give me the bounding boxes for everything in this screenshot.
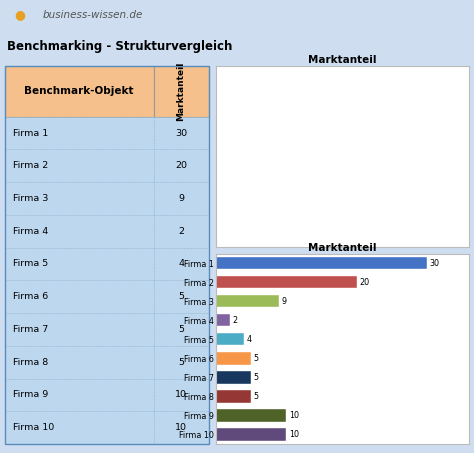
FancyBboxPatch shape bbox=[154, 66, 209, 117]
Text: 10: 10 bbox=[289, 411, 299, 420]
Text: Firma 8: Firma 8 bbox=[13, 357, 48, 366]
Bar bbox=[216, 314, 230, 327]
Text: 9: 9 bbox=[282, 297, 287, 306]
FancyBboxPatch shape bbox=[154, 182, 209, 215]
Text: Firma 3: Firma 3 bbox=[13, 194, 48, 203]
Bar bbox=[216, 276, 356, 289]
Text: 2%: 2% bbox=[306, 196, 317, 202]
Text: 5: 5 bbox=[178, 357, 184, 366]
FancyBboxPatch shape bbox=[5, 215, 154, 248]
Bar bbox=[216, 257, 427, 270]
Wedge shape bbox=[304, 156, 342, 229]
FancyBboxPatch shape bbox=[5, 149, 154, 182]
Bar bbox=[216, 333, 244, 346]
Text: 2: 2 bbox=[178, 227, 184, 236]
Text: Firma 6: Firma 6 bbox=[13, 292, 48, 301]
Text: 5: 5 bbox=[254, 354, 259, 363]
Text: 10%: 10% bbox=[319, 104, 334, 110]
Text: 30: 30 bbox=[430, 259, 440, 268]
Title: Marktanteil: Marktanteil bbox=[308, 243, 377, 253]
Text: 20: 20 bbox=[175, 161, 187, 170]
Text: 5%: 5% bbox=[285, 145, 296, 151]
Wedge shape bbox=[284, 156, 342, 212]
Bar bbox=[216, 352, 251, 365]
Text: 5: 5 bbox=[254, 392, 259, 401]
Text: 5: 5 bbox=[178, 325, 184, 334]
FancyBboxPatch shape bbox=[5, 379, 154, 411]
Legend: Firma 1, Firma 2, Firma 3, Firma 4, Firma 5, Firma 6, Firma 7, Firma 8, Firma 9,: Firma 1, Firma 2, Firma 3, Firma 4, Firm… bbox=[270, 279, 415, 298]
Text: 10: 10 bbox=[175, 423, 187, 432]
Text: 4: 4 bbox=[178, 260, 184, 269]
Text: ●: ● bbox=[14, 8, 25, 21]
Text: 5: 5 bbox=[178, 292, 184, 301]
Text: 10%: 10% bbox=[292, 123, 308, 129]
FancyBboxPatch shape bbox=[154, 313, 209, 346]
Text: 20: 20 bbox=[359, 278, 370, 287]
Wedge shape bbox=[296, 156, 342, 217]
Bar bbox=[216, 409, 286, 422]
FancyBboxPatch shape bbox=[154, 280, 209, 313]
Text: 30%: 30% bbox=[377, 123, 392, 129]
Text: Benchmarking - Strukturvergleich: Benchmarking - Strukturvergleich bbox=[7, 40, 232, 53]
Text: 10: 10 bbox=[289, 430, 299, 439]
Text: 20%: 20% bbox=[365, 196, 381, 202]
Text: Firma 9: Firma 9 bbox=[13, 390, 48, 400]
Wedge shape bbox=[300, 84, 343, 156]
FancyBboxPatch shape bbox=[5, 346, 154, 379]
Bar bbox=[216, 390, 251, 403]
FancyBboxPatch shape bbox=[154, 248, 209, 280]
Text: Firma 1: Firma 1 bbox=[13, 129, 48, 138]
FancyBboxPatch shape bbox=[5, 182, 154, 215]
FancyBboxPatch shape bbox=[154, 215, 209, 248]
Text: Marktanteil: Marktanteil bbox=[176, 62, 185, 121]
Wedge shape bbox=[342, 84, 415, 178]
Text: 4%: 4% bbox=[299, 189, 310, 195]
FancyBboxPatch shape bbox=[154, 149, 209, 182]
Wedge shape bbox=[342, 156, 411, 229]
Wedge shape bbox=[273, 98, 342, 156]
FancyBboxPatch shape bbox=[154, 117, 209, 149]
Text: Firma 5: Firma 5 bbox=[13, 260, 48, 269]
Text: 10: 10 bbox=[175, 390, 187, 400]
Wedge shape bbox=[270, 156, 342, 178]
Text: Firma 10: Firma 10 bbox=[13, 423, 54, 432]
Bar bbox=[216, 428, 286, 441]
FancyBboxPatch shape bbox=[154, 379, 209, 411]
FancyBboxPatch shape bbox=[154, 346, 209, 379]
Text: Firma 4: Firma 4 bbox=[13, 227, 48, 236]
FancyBboxPatch shape bbox=[5, 313, 154, 346]
FancyBboxPatch shape bbox=[154, 411, 209, 444]
Text: 2: 2 bbox=[233, 316, 237, 325]
Text: 30: 30 bbox=[175, 129, 187, 138]
Text: 9: 9 bbox=[178, 194, 184, 203]
FancyBboxPatch shape bbox=[5, 66, 154, 117]
Text: 5: 5 bbox=[254, 373, 259, 382]
FancyBboxPatch shape bbox=[5, 411, 154, 444]
Text: 5%: 5% bbox=[291, 177, 301, 183]
Text: Firma 2: Firma 2 bbox=[13, 161, 48, 170]
Title: Marktanteil: Marktanteil bbox=[308, 55, 377, 65]
Text: Firma 7: Firma 7 bbox=[13, 325, 48, 334]
Wedge shape bbox=[273, 156, 342, 199]
Text: Benchmark-Objekt: Benchmark-Objekt bbox=[24, 86, 134, 96]
FancyBboxPatch shape bbox=[5, 117, 154, 149]
Text: 5%: 5% bbox=[285, 161, 296, 168]
Text: 9%: 9% bbox=[322, 203, 334, 209]
Text: 4: 4 bbox=[246, 335, 252, 344]
Bar bbox=[216, 295, 279, 308]
Bar bbox=[216, 371, 251, 384]
FancyBboxPatch shape bbox=[5, 248, 154, 280]
FancyBboxPatch shape bbox=[5, 280, 154, 313]
Wedge shape bbox=[270, 134, 342, 156]
Text: business-wissen.de: business-wissen.de bbox=[43, 10, 143, 20]
